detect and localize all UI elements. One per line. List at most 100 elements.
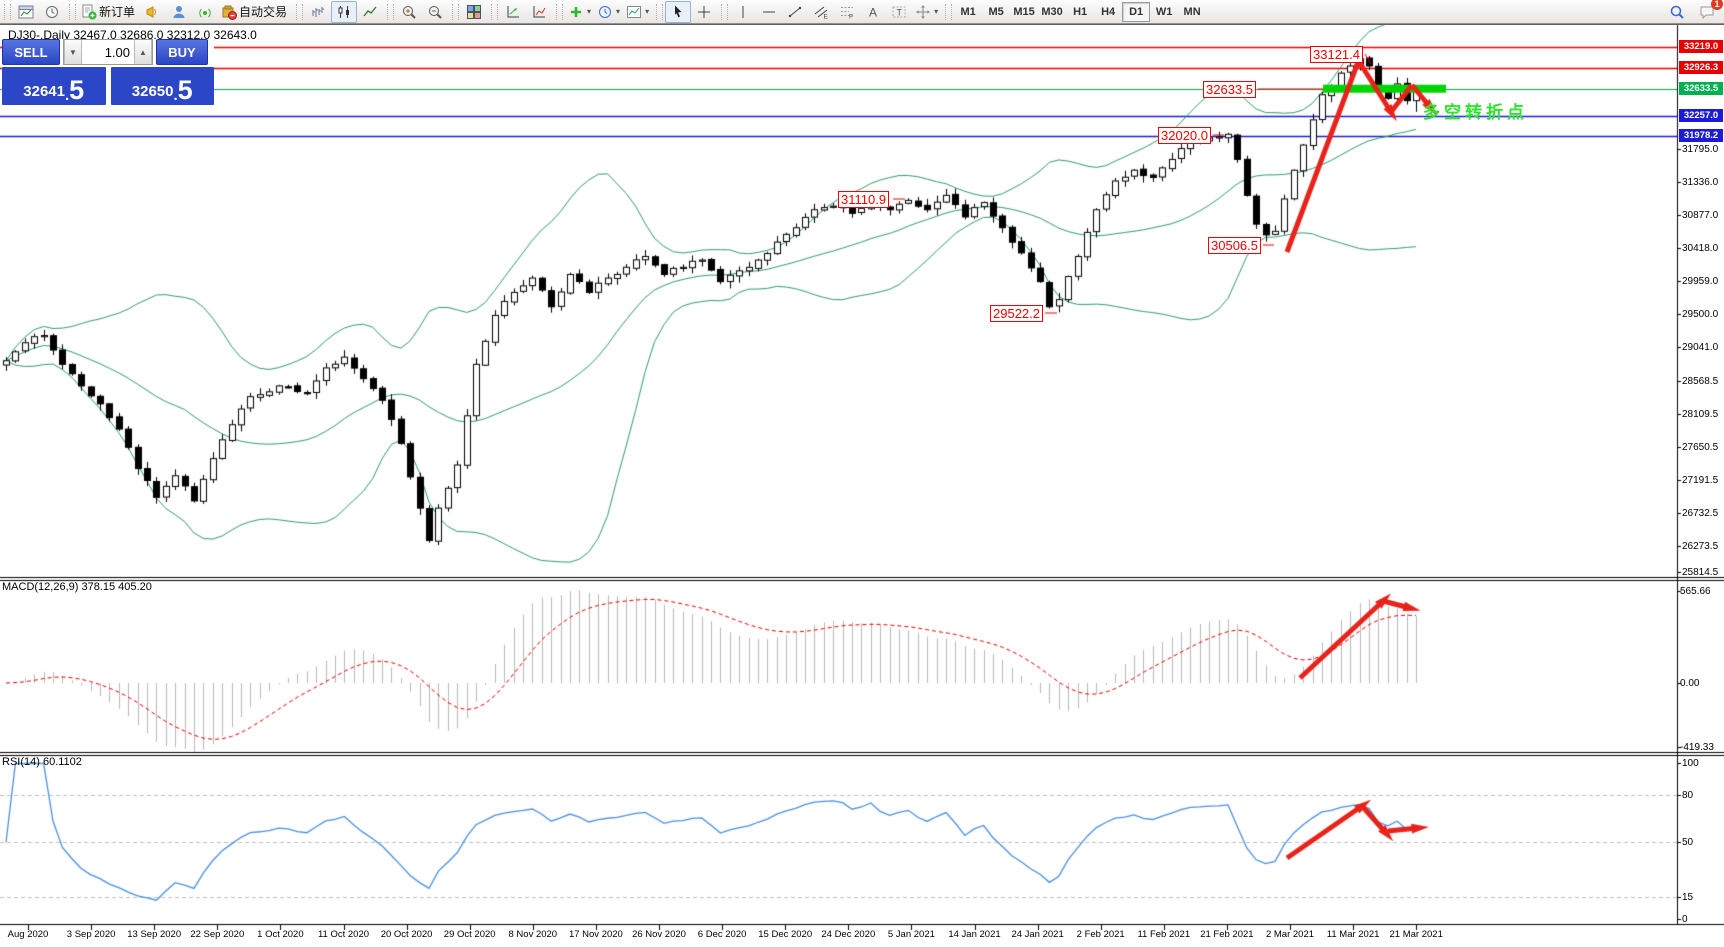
linechart-icon: [363, 6, 377, 16]
bar-chart-button[interactable]: [305, 1, 331, 23]
indicators-button[interactable]: ▾: [565, 1, 594, 23]
fibonacci-button[interactable]: F: [834, 1, 860, 23]
vertical-line-button[interactable]: [730, 1, 756, 23]
sell-button[interactable]: SELL: [2, 39, 60, 65]
templates-button[interactable]: ▾: [623, 1, 652, 23]
signals-button[interactable]: [192, 1, 218, 23]
timeframe-m15-button[interactable]: M15: [1013, 5, 1035, 18]
timeframe-w1-button[interactable]: W1: [1155, 5, 1173, 18]
date-axis-label: 11 Feb 2021: [1137, 929, 1191, 940]
candle-chart-button[interactable]: [331, 0, 358, 23]
svg-text:T: T: [897, 7, 903, 17]
rsi-axis-tick: 80: [1682, 790, 1694, 801]
timeframe-h4-button[interactable]: H4: [1101, 5, 1116, 18]
date-axis-label: 1 Oct 2020: [257, 929, 304, 940]
date-axis-label: Aug 2020: [7, 929, 49, 940]
price-axis-tick: 30877.0: [1682, 210, 1719, 221]
svg-text:A: A: [869, 5, 877, 19]
chart-ohlc-title: DJ30-,Daily 32467.0 32686.0 32312.0 3264…: [8, 28, 257, 42]
auto-trading-button[interactable]: 自动交易: [218, 1, 292, 23]
buy-price-frac: 5: [177, 75, 193, 105]
timeframe-h1-button[interactable]: H1: [1073, 5, 1088, 18]
alerts-button[interactable]: [140, 1, 166, 23]
fibo-icon: F: [841, 6, 854, 20]
template-icon: [627, 5, 642, 18]
tiles-icon: [467, 4, 482, 19]
sell-price-main: 32641: [23, 83, 65, 100]
timeframe-m1-button[interactable]: M1: [960, 5, 976, 18]
turning-point-annotation: 多空转折点: [1423, 103, 1528, 122]
cursor-icon: [675, 5, 682, 17]
shapes-button[interactable]: ▾: [912, 1, 941, 23]
arrange2-icon: [533, 5, 546, 17]
text-button[interactable]: A: [860, 1, 886, 23]
tick-chart-button[interactable]: [39, 1, 65, 23]
crosshair-button[interactable]: [691, 1, 717, 23]
zoomout-icon: [429, 5, 442, 19]
crosshair-icon: [698, 5, 711, 18]
line-chart-button[interactable]: [357, 1, 383, 23]
toolbar-group-grip: [387, 3, 395, 20]
price-callout-label[interactable]: 32020.0: [1158, 127, 1211, 144]
date-axis-label: 13 Sep 2020: [127, 929, 182, 940]
tile-windows-button[interactable]: [461, 1, 487, 23]
timeframe-m30-button[interactable]: M30: [1041, 5, 1063, 18]
date-axis-label: 6 Dec 2020: [697, 929, 747, 940]
vline-icon: [742, 5, 744, 18]
volume-input[interactable]: [82, 40, 134, 64]
arrange1-icon: [507, 5, 520, 17]
price-level-badge: 32633.5: [1679, 82, 1723, 96]
trendline-button[interactable]: [782, 1, 808, 23]
price-callout-label[interactable]: 32633.5: [1203, 81, 1256, 98]
new-order-button-label: 新订单: [99, 5, 136, 19]
price-level-badge: 33219.0: [1679, 40, 1723, 54]
market-button[interactable]: [166, 1, 192, 23]
label-button[interactable]: T: [886, 1, 912, 23]
chat-button[interactable]: 1: [1694, 0, 1723, 23]
date-axis-label: 11 Oct 2020: [317, 929, 370, 940]
date-axis-label: 24 Jan 2021: [1011, 929, 1064, 940]
price-axis-tick: 30418.0: [1682, 243, 1719, 254]
timeframe-mn-button[interactable]: MN: [1183, 5, 1201, 18]
pclock-icon: [599, 5, 612, 18]
cursor-button[interactable]: [665, 0, 692, 23]
dropdown-caret-icon: ▾: [645, 7, 650, 16]
new-order-button[interactable]: 新订单: [78, 1, 140, 23]
price-level-badge: 32926.3: [1679, 61, 1723, 75]
toolbar-group-grip: [721, 3, 729, 20]
price-callout-label[interactable]: 29522.2: [990, 305, 1043, 322]
date-axis-label: 26 Nov 2020: [632, 929, 686, 940]
chart-window-button[interactable]: [13, 1, 39, 23]
chart-shift-button[interactable]: [526, 1, 552, 23]
zoom-in-button[interactable]: [396, 1, 422, 23]
search-button[interactable]: [1664, 1, 1690, 23]
periods-button[interactable]: ▾: [594, 1, 623, 23]
sell-price-display[interactable]: 32641. 5: [2, 67, 106, 105]
horizontal-line-button[interactable]: [756, 1, 782, 23]
price-callout-label[interactable]: 31110.9: [838, 191, 890, 208]
indicator-icon: [571, 6, 582, 17]
date-axis-label: 5 Jan 2021: [887, 929, 935, 940]
timeframe-d1-button[interactable]: D1: [1122, 1, 1151, 22]
rsi-axis-tick: 0: [1682, 914, 1688, 925]
price-axis-tick: 25814.5: [1682, 567, 1719, 578]
buy-button[interactable]: BUY: [156, 39, 208, 65]
zoom-out-button[interactable]: [422, 1, 448, 23]
price-axis-tick: 26732.5: [1682, 507, 1719, 519]
auto-trading-button-label: 自动交易: [239, 5, 288, 19]
winchart-icon: [18, 5, 34, 18]
date-axis-label: 3 Sep 2020: [66, 929, 116, 940]
channel-button[interactable]: E: [808, 1, 834, 23]
date-axis-label: 15 Dec 2020: [758, 929, 813, 940]
volume-up-button[interactable]: ▲: [134, 40, 152, 64]
volume-down-button[interactable]: ▼: [64, 40, 82, 64]
date-axis-label: 29 Oct 2020: [443, 929, 496, 940]
buy-price-display[interactable]: 32650. 5: [110, 67, 214, 105]
price-callout-label[interactable]: 33121.4: [1310, 46, 1363, 63]
price-callout-label[interactable]: 30506.5: [1208, 237, 1261, 254]
auto-scroll-button[interactable]: [500, 1, 526, 23]
timeframe-m5-button[interactable]: M5: [988, 5, 1004, 18]
hline-icon: [763, 11, 776, 12]
price-level-badge: 31978.2: [1679, 129, 1723, 143]
